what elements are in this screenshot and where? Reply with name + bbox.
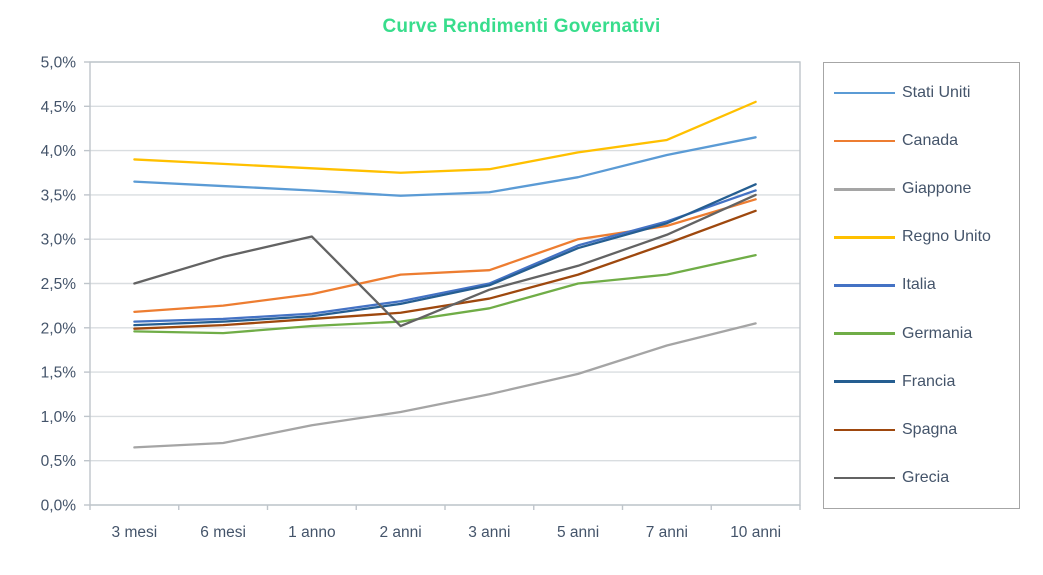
- x-tick-label: 10 anni: [730, 524, 781, 541]
- series-line-spagna: [133, 209, 757, 330]
- legend-item-germania[interactable]: Germania: [824, 325, 1019, 343]
- legend-label: Regno Unito: [902, 228, 991, 246]
- legend-label: Stati Uniti: [902, 84, 971, 102]
- series-line-stati-uniti: [133, 136, 757, 197]
- legend-item-francia[interactable]: Francia: [824, 373, 1019, 391]
- legend-label: Grecia: [902, 468, 950, 486]
- legend-label: Italia: [902, 276, 936, 294]
- chart-title: Curve Rendimenti Governativi: [382, 16, 661, 37]
- series-line-regno-unito: [133, 100, 757, 174]
- series-line-germania: [133, 253, 757, 335]
- x-tick-label: 2 anni: [380, 524, 422, 541]
- series-line-giappone: [133, 322, 757, 449]
- x-tick-label: 1 anno: [288, 524, 335, 541]
- legend-label: Canada: [902, 132, 959, 150]
- y-tick-label: 0,5%: [41, 453, 77, 470]
- y-tick-label: 1,5%: [41, 365, 77, 382]
- legend-swatch: [834, 139, 895, 143]
- legend-item-canada[interactable]: Canada: [824, 132, 1019, 150]
- x-tick-label: 5 anni: [557, 524, 599, 541]
- series-line-italia: [133, 189, 757, 323]
- legend-swatch: [834, 188, 895, 191]
- series-line-grecia: [133, 193, 757, 328]
- legend-label: Germania: [902, 324, 973, 342]
- legend-label: Giappone: [902, 180, 972, 198]
- x-tick-label: 6 mesi: [200, 524, 246, 541]
- x-tick-label: 3 anni: [468, 524, 510, 541]
- legend-swatch: [834, 91, 895, 95]
- y-tick-label: 0,0%: [41, 498, 77, 515]
- y-tick-label: 3,0%: [41, 232, 77, 249]
- legend-swatch: [834, 380, 895, 383]
- legend-item-giappone[interactable]: Giappone: [824, 180, 1019, 198]
- legend-swatch: [834, 236, 895, 239]
- y-tick-label: 5,0%: [41, 55, 77, 72]
- legend-item-stati-uniti[interactable]: Stati Uniti: [824, 84, 1019, 102]
- legend-item-grecia[interactable]: Grecia: [824, 469, 1019, 487]
- legend-swatch: [834, 284, 895, 287]
- legend-item-spagna[interactable]: Spagna: [824, 421, 1019, 439]
- legend: Stati Uniti Canada Giappone Regno Unito …: [823, 62, 1020, 509]
- legend-swatch: [834, 476, 895, 480]
- legend-swatch: [834, 428, 895, 432]
- legend-item-italia[interactable]: Italia: [824, 276, 1019, 294]
- y-tick-label: 2,0%: [41, 320, 77, 337]
- y-tick-label: 2,5%: [41, 276, 77, 293]
- legend-label: Francia: [902, 372, 956, 390]
- legend-item-regno-unito[interactable]: Regno Unito: [824, 228, 1019, 246]
- x-tick-label: 3 mesi: [112, 524, 158, 541]
- legend-label: Spagna: [902, 420, 958, 438]
- y-tick-label: 4,5%: [41, 99, 77, 116]
- x-tick-label: 7 anni: [646, 524, 688, 541]
- y-tick-label: 4,0%: [41, 143, 77, 160]
- y-tick-label: 1,0%: [41, 409, 77, 426]
- series-line-francia: [133, 183, 757, 327]
- legend-swatch: [834, 332, 895, 335]
- y-tick-label: 3,5%: [41, 187, 77, 204]
